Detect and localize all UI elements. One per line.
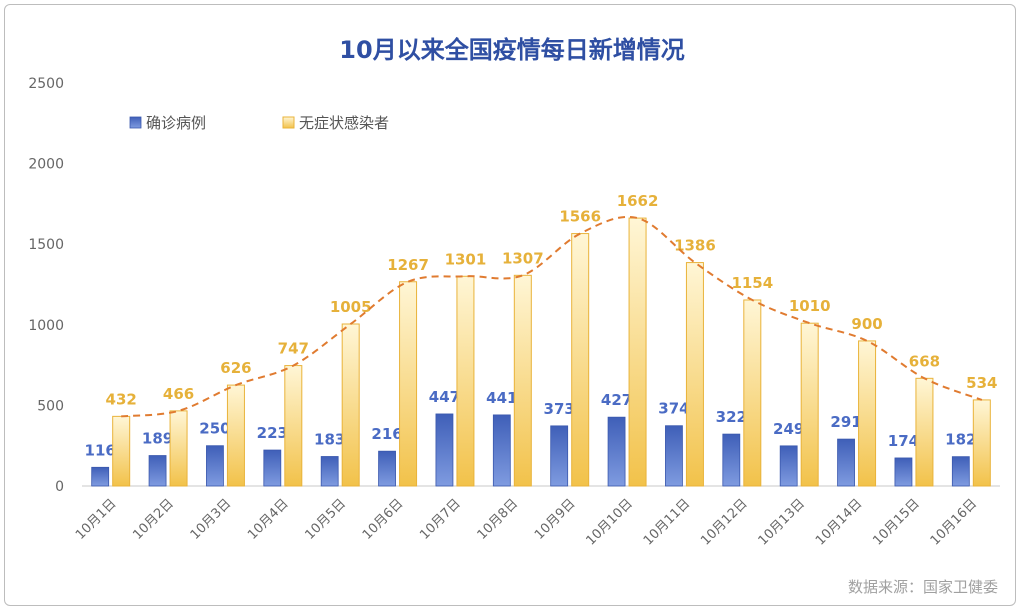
confirmed-bar — [722, 433, 741, 487]
confirmed-data-label: 250 — [199, 420, 230, 438]
asymptomatic-data-label: 466 — [163, 385, 194, 403]
confirmed-bar — [435, 413, 454, 487]
confirmed-data-label: 189 — [142, 430, 173, 448]
asymptomatic-bar — [743, 299, 762, 487]
confirmed-bar — [779, 445, 798, 487]
x-category-label: 10月10日 — [583, 496, 635, 548]
asymptomatic-data-label: 1005 — [330, 298, 372, 316]
confirmed-data-label: 223 — [257, 424, 288, 442]
y-tick-label: 0 — [55, 479, 64, 495]
x-category-label: 10月2日 — [130, 496, 177, 543]
asymptomatic-trendline — [121, 215, 983, 418]
asymptomatic-data-label: 1662 — [617, 192, 659, 210]
confirmed-data-label: 447 — [429, 388, 460, 406]
asymptomatic-data-label: 747 — [278, 340, 309, 358]
confirmed-bar — [91, 466, 110, 487]
legend-label-asymptomatic: 无症状感染者 — [299, 114, 389, 132]
asymptomatic-data-label: 1386 — [674, 237, 716, 255]
asymptomatic-bar — [915, 377, 934, 487]
asymptomatic-data-label: 1010 — [789, 297, 831, 315]
asymptomatic-bar — [513, 274, 532, 487]
asymptomatic-bar — [800, 322, 819, 487]
confirmed-data-label: 427 — [601, 391, 632, 409]
asymptomatic-data-label: 1301 — [445, 250, 487, 268]
confirmed-bar — [665, 425, 683, 487]
x-category-label: 10月3日 — [188, 496, 235, 543]
confirmed-bar — [206, 445, 224, 487]
asymptomatic-data-label: 432 — [106, 390, 137, 408]
y-tick-label: 1500 — [28, 237, 64, 253]
x-category-label: 10月13日 — [756, 496, 808, 548]
confirmed-data-label: 291 — [830, 413, 861, 431]
asymptomatic-bar — [456, 275, 475, 487]
x-category-label: 10月12日 — [698, 496, 750, 548]
y-tick-label: 2500 — [28, 76, 64, 92]
x-category-label: 10月6日 — [360, 496, 407, 543]
legend-swatch-asymptomatic — [282, 116, 295, 129]
asymptomatic-bar — [858, 340, 877, 487]
confirmed-data-label: 373 — [544, 400, 575, 418]
confirmed-data-label: 374 — [658, 400, 689, 418]
confirmed-data-label: 441 — [486, 389, 517, 407]
x-category-label: 10月15日 — [870, 496, 922, 548]
confirmed-data-label: 249 — [773, 420, 804, 438]
asymptomatic-bar — [226, 384, 245, 487]
x-category-label: 10月16日 — [928, 496, 980, 548]
confirmed-bar — [148, 455, 167, 487]
asymptomatic-data-label: 900 — [851, 315, 882, 333]
asymptomatic-data-label: 1566 — [559, 208, 601, 226]
chart-frame — [4, 4, 1016, 606]
source-note: 数据来源：国家卫健委 — [847, 578, 998, 596]
y-tick-label: 500 — [37, 398, 64, 414]
confirmed-bar — [894, 457, 913, 487]
legend-swatch-confirmed — [129, 116, 142, 129]
confirmed-data-label: 183 — [314, 431, 345, 449]
x-category-label: 10月11日 — [641, 496, 693, 548]
x-category-label: 10月8日 — [475, 496, 522, 543]
confirmed-data-label: 116 — [85, 441, 116, 459]
x-category-label: 10月14日 — [813, 496, 865, 548]
confirmed-data-label: 216 — [371, 425, 402, 443]
asymptomatic-data-label: 534 — [966, 374, 997, 392]
asymptomatic-bar — [169, 410, 188, 487]
confirmed-bar — [492, 414, 511, 487]
confirmed-bar — [837, 438, 855, 487]
asymptomatic-data-label: 1267 — [387, 256, 429, 274]
x-category-label: 10月5日 — [302, 496, 349, 543]
asymptomatic-bar — [571, 233, 590, 487]
asymptomatic-bar — [284, 365, 303, 487]
chart-title: 10月以来全国疫情每日新增情况 — [339, 36, 685, 64]
asymptomatic-bar — [628, 217, 647, 487]
asymptomatic-data-label: 626 — [220, 359, 251, 377]
confirmed-data-label: 174 — [888, 432, 919, 450]
confirmed-bar — [263, 449, 282, 487]
y-tick-label: 1000 — [28, 318, 64, 334]
y-tick-label: 2000 — [28, 157, 64, 173]
confirmed-bar — [951, 456, 970, 487]
confirmed-bar — [607, 416, 626, 487]
asymptomatic-bar — [341, 323, 360, 487]
x-category-label: 10月4日 — [245, 496, 292, 543]
x-category-label: 10月1日 — [73, 496, 120, 543]
asymptomatic-bar — [399, 281, 418, 487]
confirmed-bar — [378, 450, 396, 487]
asymptomatic-bar — [112, 415, 131, 487]
confirmed-data-label: 322 — [716, 408, 747, 426]
x-category-label: 10月7日 — [417, 496, 464, 543]
asymptomatic-bar — [972, 399, 991, 487]
confirmed-bar — [550, 425, 569, 487]
asymptomatic-data-label: 1307 — [502, 249, 544, 267]
asymptomatic-data-label: 668 — [909, 352, 940, 370]
x-category-label: 10月9日 — [532, 496, 579, 543]
asymptomatic-bar — [685, 262, 704, 487]
confirmed-data-label: 182 — [945, 431, 976, 449]
confirmed-bar — [320, 456, 339, 487]
legend-label-confirmed: 确诊病例 — [146, 114, 206, 132]
asymptomatic-data-label: 1154 — [731, 274, 773, 292]
